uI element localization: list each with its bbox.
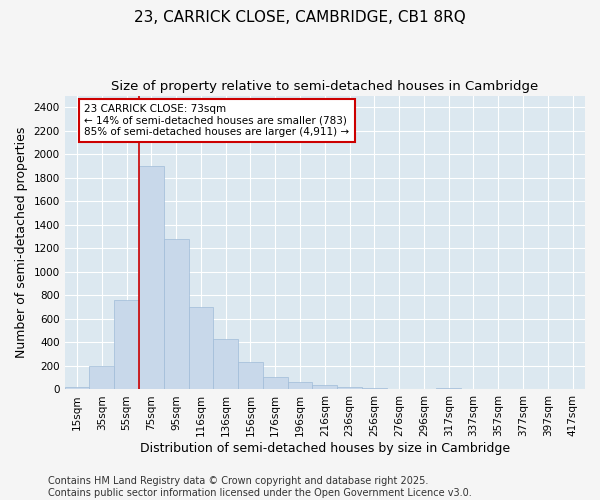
- Bar: [362, 388, 387, 390]
- Text: 23 CARRICK CLOSE: 73sqm
← 14% of semi-detached houses are smaller (783)
85% of s: 23 CARRICK CLOSE: 73sqm ← 14% of semi-de…: [85, 104, 350, 137]
- Title: Size of property relative to semi-detached houses in Cambridge: Size of property relative to semi-detach…: [111, 80, 538, 93]
- Bar: [114, 300, 139, 390]
- Bar: [287, 382, 313, 390]
- Bar: [387, 389, 412, 390]
- Bar: [436, 388, 461, 390]
- Y-axis label: Number of semi-detached properties: Number of semi-detached properties: [15, 127, 28, 358]
- Text: 23, CARRICK CLOSE, CAMBRIDGE, CB1 8RQ: 23, CARRICK CLOSE, CAMBRIDGE, CB1 8RQ: [134, 10, 466, 25]
- Bar: [313, 386, 337, 390]
- Bar: [188, 307, 214, 390]
- Bar: [214, 339, 238, 390]
- Bar: [89, 366, 114, 390]
- Bar: [412, 389, 436, 390]
- Bar: [164, 239, 188, 390]
- Bar: [65, 386, 89, 390]
- Bar: [263, 376, 287, 390]
- X-axis label: Distribution of semi-detached houses by size in Cambridge: Distribution of semi-detached houses by …: [140, 442, 510, 455]
- Bar: [337, 386, 362, 390]
- Bar: [139, 166, 164, 390]
- Text: Contains HM Land Registry data © Crown copyright and database right 2025.
Contai: Contains HM Land Registry data © Crown c…: [48, 476, 472, 498]
- Bar: [238, 362, 263, 390]
